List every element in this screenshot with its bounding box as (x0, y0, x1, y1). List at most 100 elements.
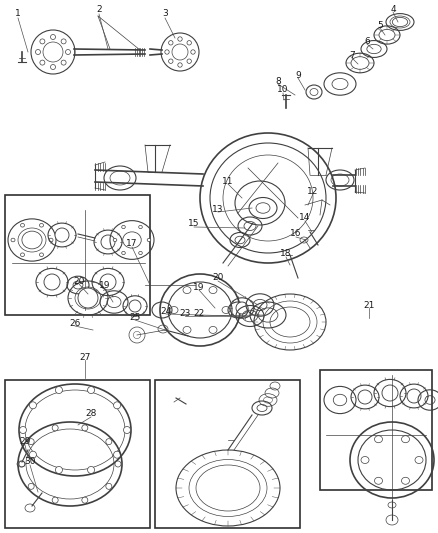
Ellipse shape (52, 425, 58, 431)
Ellipse shape (82, 497, 88, 503)
Ellipse shape (183, 287, 191, 294)
Ellipse shape (222, 306, 230, 313)
Ellipse shape (49, 238, 53, 242)
Ellipse shape (191, 50, 195, 54)
Text: 12: 12 (307, 187, 319, 196)
Text: 4: 4 (390, 5, 396, 14)
Ellipse shape (29, 451, 36, 458)
Ellipse shape (129, 300, 141, 312)
Ellipse shape (165, 50, 169, 54)
Ellipse shape (101, 235, 115, 249)
Ellipse shape (78, 288, 98, 308)
Ellipse shape (115, 461, 121, 467)
Ellipse shape (88, 386, 95, 393)
Bar (320, 370, 432, 490)
Text: 19: 19 (193, 282, 205, 292)
Text: 2: 2 (96, 5, 102, 14)
Ellipse shape (178, 63, 182, 67)
Ellipse shape (39, 223, 43, 227)
Ellipse shape (122, 252, 125, 255)
Ellipse shape (29, 402, 36, 409)
Ellipse shape (139, 225, 142, 229)
Ellipse shape (11, 238, 15, 242)
Text: 28: 28 (85, 409, 97, 418)
Ellipse shape (56, 466, 63, 473)
Ellipse shape (66, 50, 71, 54)
Ellipse shape (415, 456, 423, 464)
Text: 6: 6 (364, 37, 370, 46)
Text: 24: 24 (160, 306, 172, 316)
Ellipse shape (82, 425, 88, 431)
Bar (5, 195, 150, 315)
Bar (5, 380, 150, 528)
Ellipse shape (124, 426, 131, 433)
Ellipse shape (19, 461, 25, 467)
Ellipse shape (113, 451, 120, 458)
Ellipse shape (106, 439, 112, 445)
Text: 19: 19 (99, 281, 111, 290)
Ellipse shape (52, 497, 58, 503)
Text: 27: 27 (79, 352, 91, 361)
Bar (155, 380, 300, 528)
Ellipse shape (187, 41, 191, 45)
Ellipse shape (40, 60, 45, 65)
Ellipse shape (209, 326, 217, 334)
Ellipse shape (209, 287, 217, 294)
Ellipse shape (113, 238, 117, 241)
Ellipse shape (35, 50, 40, 54)
Ellipse shape (122, 225, 125, 229)
Text: 22: 22 (193, 309, 205, 318)
Ellipse shape (361, 456, 369, 464)
Ellipse shape (50, 35, 56, 39)
Text: 20: 20 (212, 273, 224, 282)
Ellipse shape (61, 60, 66, 65)
Ellipse shape (402, 477, 410, 484)
Ellipse shape (100, 274, 116, 290)
Text: 20: 20 (73, 277, 85, 286)
Ellipse shape (183, 326, 191, 334)
Ellipse shape (382, 385, 398, 401)
Ellipse shape (113, 402, 120, 409)
Ellipse shape (44, 274, 60, 290)
Text: 13: 13 (212, 205, 224, 214)
Ellipse shape (139, 252, 142, 255)
Text: 21: 21 (363, 301, 374, 310)
Ellipse shape (50, 64, 56, 69)
Ellipse shape (169, 59, 173, 63)
Ellipse shape (40, 39, 45, 44)
Ellipse shape (28, 483, 34, 489)
Text: 7: 7 (349, 52, 355, 61)
Text: 1: 1 (15, 10, 21, 19)
Ellipse shape (374, 435, 382, 443)
Ellipse shape (407, 389, 421, 403)
Ellipse shape (170, 306, 178, 313)
Ellipse shape (187, 59, 191, 63)
Ellipse shape (169, 41, 173, 45)
Ellipse shape (374, 477, 382, 484)
Ellipse shape (106, 483, 112, 489)
Text: 15: 15 (188, 220, 200, 229)
Ellipse shape (21, 253, 25, 256)
Text: 23: 23 (179, 309, 191, 318)
Text: 26: 26 (69, 319, 81, 327)
Text: 29: 29 (19, 438, 31, 447)
Ellipse shape (178, 37, 182, 41)
Ellipse shape (358, 390, 372, 404)
Text: 14: 14 (299, 214, 311, 222)
Text: 18: 18 (280, 249, 292, 259)
Ellipse shape (55, 228, 69, 242)
Text: 11: 11 (222, 176, 234, 185)
Text: 10: 10 (277, 85, 289, 94)
Ellipse shape (88, 466, 95, 473)
Ellipse shape (20, 426, 27, 433)
Ellipse shape (21, 223, 25, 227)
Ellipse shape (61, 39, 66, 44)
Ellipse shape (39, 253, 43, 256)
Ellipse shape (402, 435, 410, 443)
Ellipse shape (147, 238, 151, 241)
Text: 8: 8 (275, 77, 281, 86)
Ellipse shape (236, 302, 248, 314)
Text: 16: 16 (290, 230, 302, 238)
Text: 25: 25 (129, 312, 141, 321)
Text: 5: 5 (377, 21, 383, 30)
